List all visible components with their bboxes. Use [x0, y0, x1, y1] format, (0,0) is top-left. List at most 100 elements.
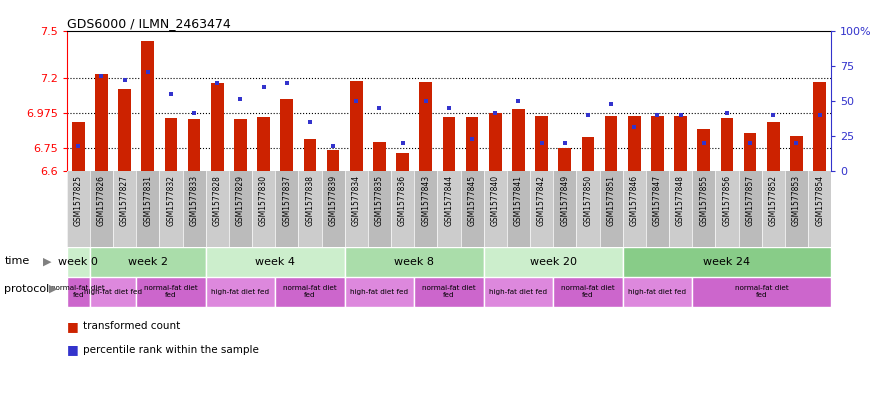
Text: GDS6000 / ILMN_2463474: GDS6000 / ILMN_2463474: [67, 17, 230, 30]
Text: GSM1577826: GSM1577826: [97, 175, 106, 226]
Bar: [188, 119, 201, 171]
Text: ▶: ▶: [43, 256, 52, 266]
Bar: [327, 150, 340, 171]
Text: GSM1577834: GSM1577834: [352, 175, 361, 226]
Bar: [67, 246, 90, 277]
Bar: [211, 83, 224, 171]
Bar: [744, 132, 757, 171]
Bar: [164, 118, 177, 171]
Bar: [622, 171, 646, 246]
Text: week 20: week 20: [530, 257, 577, 266]
Bar: [368, 171, 391, 246]
Bar: [136, 171, 159, 246]
Text: ■: ■: [67, 343, 83, 356]
Bar: [420, 82, 432, 171]
Bar: [90, 171, 113, 246]
Bar: [576, 171, 599, 246]
Text: GSM1577846: GSM1577846: [629, 175, 639, 226]
Bar: [205, 277, 276, 307]
Bar: [95, 74, 108, 171]
Point: [720, 110, 734, 116]
Bar: [72, 123, 84, 171]
Text: GSM1577855: GSM1577855: [700, 175, 709, 226]
Text: GSM1577842: GSM1577842: [537, 175, 546, 226]
Text: GSM1577828: GSM1577828: [212, 175, 221, 226]
Bar: [512, 109, 525, 171]
Bar: [721, 118, 733, 171]
Bar: [437, 171, 461, 246]
Bar: [90, 277, 136, 307]
Text: GSM1577825: GSM1577825: [74, 175, 83, 226]
Text: GSM1577832: GSM1577832: [166, 175, 175, 226]
Text: GSM1577836: GSM1577836: [398, 175, 407, 226]
Text: time: time: [4, 256, 29, 266]
Text: GSM1577849: GSM1577849: [560, 175, 569, 226]
Bar: [234, 119, 247, 171]
Bar: [345, 246, 484, 277]
Text: GSM1577857: GSM1577857: [746, 175, 755, 226]
Bar: [257, 117, 270, 171]
Bar: [228, 171, 252, 246]
Text: GSM1577841: GSM1577841: [514, 175, 523, 226]
Bar: [159, 171, 182, 246]
Bar: [299, 171, 322, 246]
Point: [94, 73, 108, 79]
Point: [813, 112, 827, 119]
Bar: [651, 116, 664, 171]
Point: [627, 123, 641, 130]
Bar: [507, 171, 530, 246]
Bar: [739, 171, 762, 246]
Point: [604, 101, 618, 107]
Point: [396, 140, 410, 147]
Text: GSM1577840: GSM1577840: [491, 175, 500, 226]
Point: [511, 98, 525, 105]
Point: [442, 105, 456, 112]
Point: [349, 98, 364, 105]
Text: percentile rank within the sample: percentile rank within the sample: [83, 345, 259, 355]
Text: normal-fat diet
fed: normal-fat diet fed: [52, 285, 105, 298]
Bar: [785, 171, 808, 246]
Bar: [599, 171, 622, 246]
Text: GSM1577844: GSM1577844: [444, 175, 453, 226]
Text: week 8: week 8: [394, 257, 434, 266]
Bar: [558, 148, 571, 171]
Bar: [466, 117, 478, 171]
Text: GSM1577843: GSM1577843: [421, 175, 430, 226]
Point: [303, 119, 317, 126]
Point: [210, 80, 224, 86]
Bar: [205, 171, 228, 246]
Bar: [303, 139, 316, 171]
Bar: [553, 277, 622, 307]
Point: [465, 136, 479, 142]
Point: [257, 84, 271, 91]
Text: GSM1577847: GSM1577847: [653, 175, 662, 226]
Bar: [141, 41, 154, 171]
Bar: [276, 171, 299, 246]
Text: GSM1577829: GSM1577829: [236, 175, 245, 226]
Point: [326, 143, 340, 149]
Bar: [461, 171, 484, 246]
Point: [674, 112, 688, 119]
Text: GSM1577837: GSM1577837: [283, 175, 292, 226]
Bar: [67, 171, 90, 246]
Bar: [813, 82, 826, 171]
Text: week 0: week 0: [59, 257, 98, 266]
Bar: [182, 171, 205, 246]
Bar: [530, 171, 553, 246]
Text: week 4: week 4: [255, 257, 295, 266]
Point: [187, 110, 201, 116]
Point: [534, 140, 549, 147]
Text: GSM1577850: GSM1577850: [583, 175, 592, 226]
Text: GSM1577838: GSM1577838: [306, 175, 315, 226]
Bar: [484, 246, 622, 277]
Text: GSM1577827: GSM1577827: [120, 175, 129, 226]
Point: [581, 112, 595, 119]
Bar: [90, 246, 205, 277]
Point: [372, 105, 387, 112]
Point: [743, 140, 757, 147]
Bar: [280, 99, 293, 171]
Bar: [535, 116, 548, 171]
Bar: [113, 171, 136, 246]
Text: high-fat diet fed: high-fat diet fed: [489, 288, 548, 294]
Text: GSM1577854: GSM1577854: [815, 175, 824, 226]
